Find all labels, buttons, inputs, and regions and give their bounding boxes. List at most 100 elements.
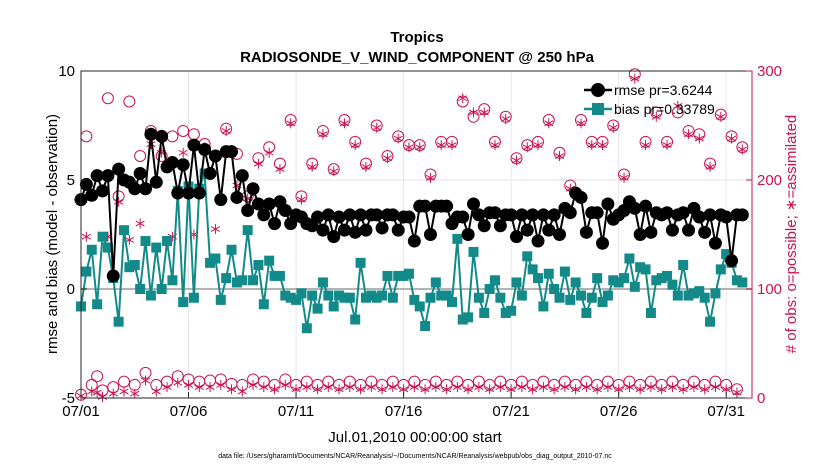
bias-point [452, 233, 463, 244]
rmse-point [337, 223, 351, 237]
assimilated-obs-point [592, 384, 602, 395]
chart-title: Tropics [390, 29, 443, 46]
assimilated-obs-point [296, 194, 307, 205]
bias-point [522, 251, 533, 262]
asterisk-stroke [420, 386, 430, 393]
bias-point [162, 236, 173, 247]
asterisk-stroke [694, 135, 704, 142]
rmse-point [112, 162, 126, 176]
rmse-point [665, 223, 679, 237]
asterisk-stroke [630, 75, 640, 82]
bias-point [285, 292, 296, 303]
assimilated-obs-point [538, 382, 548, 393]
rmse-point [375, 221, 389, 235]
assimilated-obs-point [269, 384, 280, 395]
assimilated-obs-point [388, 382, 398, 393]
asterisk-stroke [318, 131, 328, 138]
assimilated-obs-point [581, 382, 591, 393]
x-tick-label: 07/31 [707, 403, 745, 420]
rmse-point [639, 199, 653, 213]
asterisk-stroke [592, 386, 602, 393]
bias-point [119, 225, 130, 236]
bias-point [533, 273, 544, 284]
assimilated-obs-point [216, 379, 226, 390]
asterisk-stroke [210, 226, 220, 232]
asterisk-stroke [624, 384, 634, 391]
assimilated-obs-point [361, 161, 371, 172]
bias-point [430, 277, 441, 288]
assimilated-obs-point [178, 147, 188, 158]
assimilated-obs-point [334, 384, 344, 395]
asterisk-stroke [608, 124, 618, 131]
rmse-point [128, 182, 142, 196]
asterisk-stroke [334, 386, 344, 393]
assimilated-obs-point [710, 382, 721, 393]
y-right-tick-label: 200 [757, 172, 782, 189]
legend-rmse-marker [591, 83, 605, 97]
asterisk-stroke [517, 384, 527, 391]
bias-point [635, 262, 646, 273]
assimilated-obs-point [431, 382, 441, 393]
bias-point [226, 244, 237, 255]
asterisk-stroke [732, 389, 742, 396]
bias-point [554, 292, 565, 303]
assimilated-obs-point [479, 107, 489, 118]
bias-point [581, 307, 592, 318]
rmse-point [79, 177, 93, 191]
assimilated-obs-point [259, 382, 269, 393]
possible-obs-point [101, 92, 114, 105]
assimilated-obs-point [716, 111, 726, 122]
asterisk-stroke [549, 386, 559, 393]
asterisk-stroke [130, 390, 140, 397]
bias-point [699, 292, 710, 303]
assimilated-obs-point [119, 386, 129, 397]
rmse-point [187, 138, 201, 152]
plot-series [74, 68, 752, 402]
assimilated-obs-point [372, 122, 382, 133]
assimilated-obs-point [183, 379, 194, 390]
assimilated-obs-point [549, 384, 559, 395]
rmse-point [531, 234, 545, 248]
bias-point [731, 275, 742, 286]
assimilated-obs-point [619, 172, 629, 183]
asterisk-stroke [581, 384, 591, 391]
bias-point [613, 277, 624, 288]
rmse-point [359, 223, 373, 237]
assimilated-obs-point [205, 382, 215, 393]
bias-point [124, 262, 135, 273]
assimilated-obs-point [560, 382, 570, 393]
asterisk-stroke [269, 386, 280, 393]
assimilated-obs-point [436, 140, 446, 151]
asterisk-stroke [221, 128, 231, 134]
bias-point [678, 260, 689, 271]
rmse-point [171, 186, 185, 200]
bias-point [328, 301, 339, 312]
rmse-point [477, 219, 491, 233]
y-tick-label: 5 [67, 172, 75, 189]
asterisk-stroke [280, 381, 290, 388]
assimilated-obs-point [377, 384, 387, 395]
y-right-tick-label: 100 [757, 281, 782, 298]
asterisk-stroke [286, 120, 296, 127]
rmse-point [719, 210, 733, 224]
assimilated-obs-point [571, 384, 581, 395]
rmse-point [493, 219, 507, 233]
rmse-point [386, 208, 400, 222]
asterisk-stroke [178, 149, 188, 156]
rmse-point [472, 208, 486, 222]
rmse-point [257, 208, 271, 222]
x-tick-label: 07/11 [278, 403, 314, 420]
asterisk-stroke [399, 386, 409, 393]
y-right-tick-label: 0 [757, 390, 765, 407]
asterisk-stroke [323, 384, 333, 391]
assimilated-obs-point [404, 142, 414, 153]
x-tick-label: 07/16 [385, 403, 423, 420]
asterisk-stroke [603, 384, 613, 391]
assimilated-obs-point [210, 224, 220, 235]
asterisk-stroke [291, 386, 301, 393]
rmse-point [321, 208, 335, 222]
asterisk-stroke [97, 393, 108, 400]
asterisk-stroke [571, 386, 581, 393]
bias-point [387, 292, 398, 303]
rmse-point [542, 223, 556, 237]
